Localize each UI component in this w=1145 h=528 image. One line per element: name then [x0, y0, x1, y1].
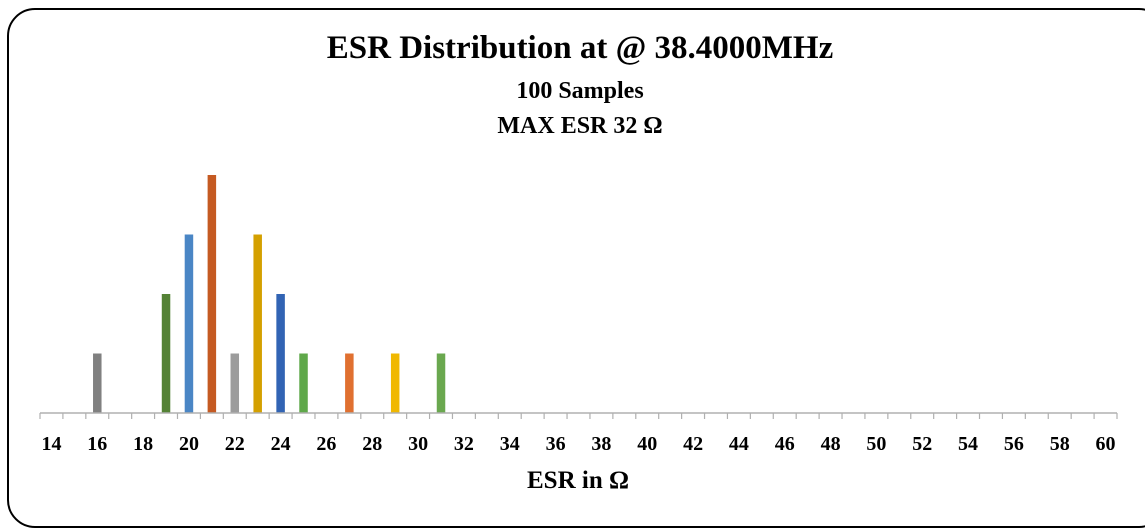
bar-esr-29: [390, 353, 400, 413]
x-tick-label: 32: [454, 433, 474, 455]
x-tick-label: 28: [362, 433, 382, 455]
x-tick-label: 24: [271, 433, 291, 455]
x-axis-ticks: [39, 413, 1118, 419]
x-tick-label: 46: [775, 433, 795, 455]
bar-esr-16: [93, 353, 102, 413]
bar-esr-27: [345, 353, 354, 413]
x-tick-label: 50: [866, 433, 886, 455]
x-tick-label: 42: [683, 433, 703, 455]
x-tick-label: 36: [546, 433, 566, 455]
x-tick-label: 14: [41, 433, 61, 455]
x-tick-label: 38: [591, 433, 611, 455]
chart-subtitle-samples: 100 Samples: [516, 78, 644, 104]
x-tick-label: 44: [729, 433, 749, 455]
bar-esr-24: [276, 294, 285, 413]
bars-group: [93, 175, 446, 413]
bar-esr-21: [207, 175, 217, 413]
chart-subtitle-max-esr: MAX ESR 32 Ω: [497, 113, 663, 139]
x-tick-label: 34: [500, 433, 520, 455]
bar-esr-31: [436, 353, 446, 413]
x-tick-label: 54: [958, 433, 978, 455]
x-axis-label: ESR in Ω: [527, 467, 629, 494]
x-tick-label: 58: [1050, 433, 1070, 455]
x-tick-label: 22: [225, 433, 245, 455]
chart-title: ESR Distribution at @ 38.4000MHz: [326, 30, 834, 66]
x-tick-label: 18: [133, 433, 153, 455]
x-axis-tick-labels: 14 16 18 20 22 24 26 28 30 32 34 36 38 40 42 44 46 48 50 52…: [41, 433, 1115, 455]
x-tick-label: 56: [1004, 433, 1024, 455]
x-tick-label: 48: [821, 433, 841, 455]
x-tick-label: 52: [912, 433, 932, 455]
x-tick-label: 40: [637, 433, 657, 455]
x-tick-label: 16: [87, 433, 107, 455]
bar-esr-19: [161, 294, 171, 413]
bar-esr-22: [230, 353, 240, 413]
x-tick-label: 30: [408, 433, 428, 455]
bar-esr-20: [184, 234, 194, 413]
bar-esr-23: [253, 234, 262, 413]
x-tick-label: 60: [1096, 433, 1116, 455]
x-tick-label: 20: [179, 433, 199, 455]
x-tick-label: 26: [316, 433, 336, 455]
bar-esr-25: [299, 353, 308, 413]
